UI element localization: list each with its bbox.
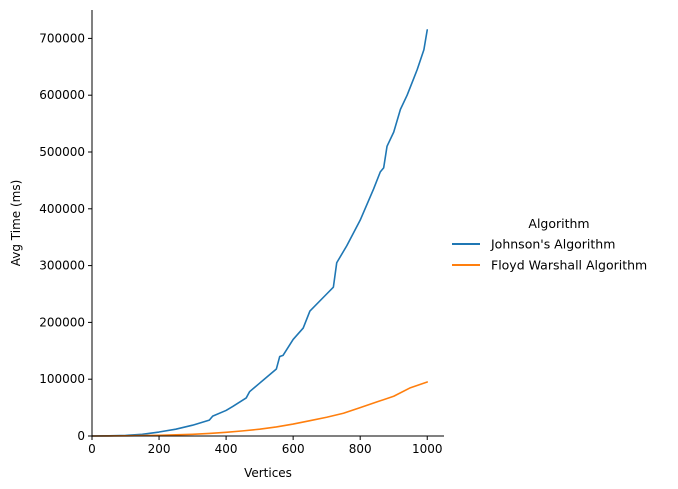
y-ticks: 0 100000 200000 300000 400000 500000 600000 700… <box>39 31 92 443</box>
plot-area: 0 200 400 600 800 1000 0 100000 200000 300000 400… <box>39 10 444 456</box>
y-axis-label: Avg Time (ms) <box>9 180 23 267</box>
y-tick-label: 0 <box>77 429 85 443</box>
series-line-1 <box>91 381 429 437</box>
series-line-0 <box>91 29 429 437</box>
x-tick-label: 0 <box>88 442 96 456</box>
y-tick-label: 700000 <box>39 31 85 45</box>
y-tick-label: 400000 <box>39 202 85 216</box>
legend-items: Johnson's Algorithm Floyd Warshall Algori… <box>452 237 647 273</box>
x-ticks: 0 200 400 600 800 1000 <box>88 436 443 456</box>
x-tick-label: 800 <box>349 442 372 456</box>
x-tick-label: 200 <box>148 442 171 456</box>
x-tick-label: 600 <box>282 442 305 456</box>
legend-label-1: Floyd Warshall Algorithm <box>491 258 647 273</box>
x-tick-label: 1000 <box>412 442 443 456</box>
legend: Algorithm Johnson's Algorithm Floyd Warsh… <box>452 216 647 273</box>
x-axis-label: Vertices <box>244 466 292 480</box>
legend-title: Algorithm <box>528 216 589 231</box>
y-tick-label: 100000 <box>39 372 85 386</box>
y-tick-label: 600000 <box>39 88 85 102</box>
y-tick-label: 500000 <box>39 145 85 159</box>
y-tick-label: 200000 <box>39 315 85 329</box>
series-layer <box>91 29 429 437</box>
legend-label-0: Johnson's Algorithm <box>490 237 615 252</box>
y-tick-label: 300000 <box>39 259 85 273</box>
x-tick-label: 400 <box>215 442 238 456</box>
